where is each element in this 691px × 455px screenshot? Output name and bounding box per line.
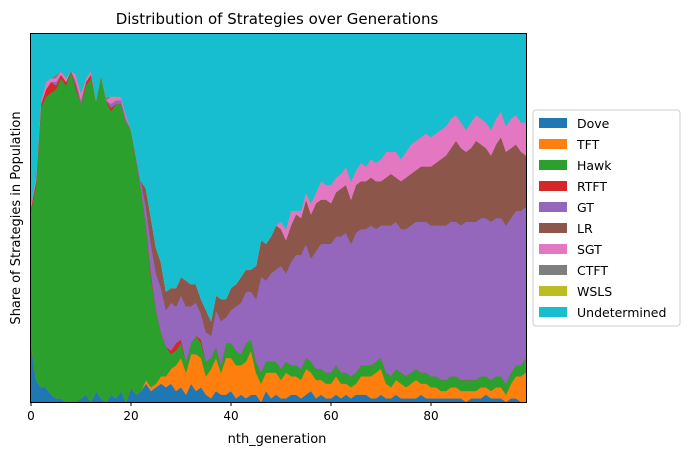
legend-swatch-dove [539,118,567,128]
x-tick-label: 40 [223,409,238,423]
legend-box [532,109,681,327]
legend-swatch-tft [539,139,567,149]
legend-label-rtft: RTFT [577,179,607,194]
legend-label-tft: TFT [576,137,600,152]
x-tick-label: 0 [27,409,35,423]
y-axis-label: Share of Strategies in Population [9,111,24,324]
x-tick-label: 60 [323,409,338,423]
legend-swatch-undetermined [539,307,567,317]
x-axis-label: nth_generation [228,432,327,447]
legend-label-wsls: WSLS [577,284,612,299]
legend-label-undetermined: Undetermined [577,305,666,320]
legend: Dove TFT Hawk RTFT GT LR SGT CTFT WSLS Undetermin… [532,109,681,327]
plot-frame [30,33,527,403]
legend-label-hawk: Hawk [577,158,612,173]
legend-label-dove: Dove [577,116,610,131]
legend-label-lr: LR [577,221,593,236]
legend-swatch-sgt [539,244,567,254]
legend-swatch-gt [539,202,567,212]
chart-title: Distribution of Strategies over Generati… [116,10,439,28]
legend-label-sgt: SGT [577,242,602,257]
legend-label-ctft: CTFT [577,263,608,278]
legend-swatch-hawk [539,160,567,170]
legend-label-gt: GT [577,200,594,215]
plot-area [30,33,527,403]
legend-swatch-lr [539,223,567,233]
x-tick-label: 80 [423,409,438,423]
x-axis-ticks: 0 20 40 60 80 [27,402,439,423]
legend-swatch-ctft [539,265,567,275]
legend-swatch-rtft [539,181,567,191]
legend-swatch-wsls [539,286,567,296]
x-tick-label: 20 [123,409,138,423]
